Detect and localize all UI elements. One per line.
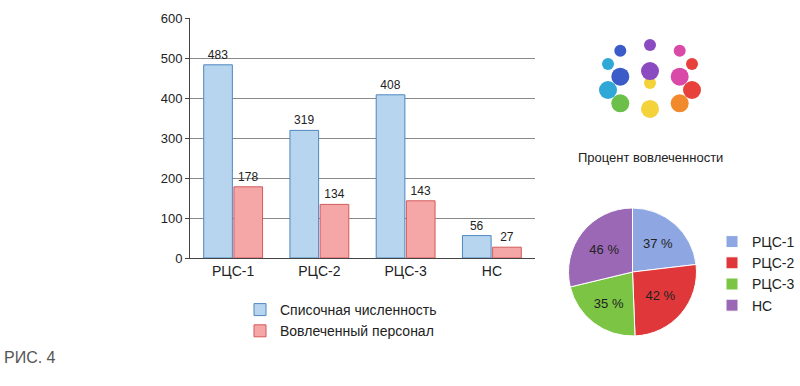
- svg-text:35 %: 35 %: [594, 296, 624, 311]
- svg-text:100: 100: [161, 211, 183, 226]
- svg-text:РЦС-2: РЦС-2: [752, 255, 794, 271]
- svg-text:200: 200: [161, 171, 183, 186]
- svg-text:НС: НС: [482, 263, 502, 279]
- svg-text:483: 483: [208, 48, 228, 62]
- svg-text:42 %: 42 %: [646, 288, 676, 303]
- svg-text:143: 143: [411, 184, 431, 198]
- svg-text:134: 134: [324, 187, 344, 201]
- svg-text:300: 300: [161, 131, 183, 146]
- svg-text:РЦС-1: РЦС-1: [752, 234, 794, 250]
- svg-text:500: 500: [161, 51, 183, 66]
- svg-text:46 %: 46 %: [589, 242, 619, 257]
- svg-text:27: 27: [500, 230, 514, 244]
- svg-text:600: 600: [161, 11, 183, 26]
- svg-text:РЦС-1: РЦС-1: [212, 263, 254, 279]
- svg-text:37 %: 37 %: [643, 236, 673, 251]
- svg-text:РЦС-3: РЦС-3: [384, 263, 426, 279]
- svg-text:0: 0: [175, 251, 182, 266]
- svg-text:РИС. 4: РИС. 4: [4, 349, 56, 366]
- svg-text:НС: НС: [752, 298, 772, 314]
- svg-text:178: 178: [238, 170, 258, 184]
- svg-text:Списочная численность: Списочная численность: [280, 302, 436, 318]
- svg-text:Процент вовлеченности: Процент вовлеченности: [578, 150, 723, 165]
- svg-text:РЦС-3: РЦС-3: [752, 276, 794, 292]
- svg-text:400: 400: [161, 91, 183, 106]
- svg-text:РЦС-2: РЦС-2: [298, 263, 340, 279]
- svg-text:Вовлеченный персонал: Вовлеченный персонал: [280, 323, 434, 339]
- svg-text:408: 408: [380, 78, 400, 92]
- svg-text:56: 56: [470, 219, 484, 233]
- svg-text:319: 319: [294, 113, 314, 127]
